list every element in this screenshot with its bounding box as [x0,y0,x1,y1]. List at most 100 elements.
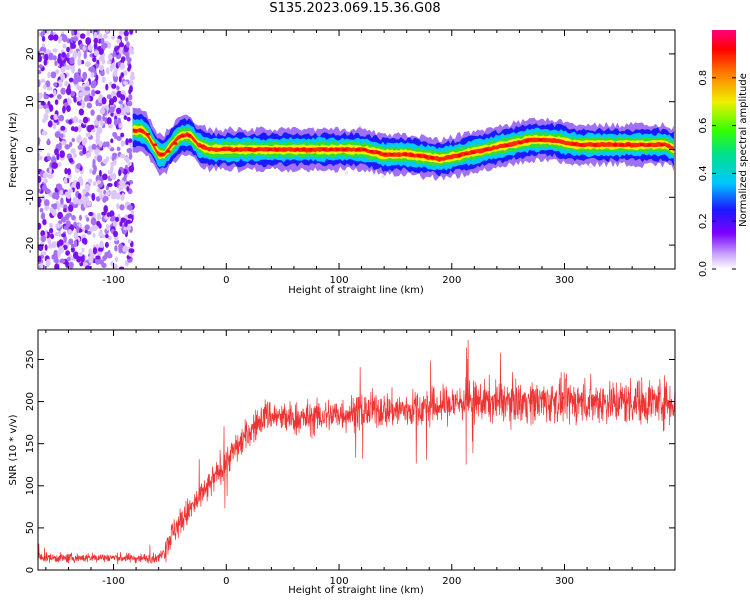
ridge-core [518,141,523,144]
noise-speck [59,150,65,159]
noise-speck [42,219,47,226]
noise-speck [63,177,68,185]
noise-speck [86,217,90,222]
snr-x-tick-label: -100 [102,576,125,587]
noise-speck [122,107,127,114]
noise-speck [104,241,109,248]
snr-content [38,339,675,565]
noise-speck [73,240,78,248]
noise-speck [64,144,71,150]
ridge-band [132,118,674,171]
noise-speck [92,181,97,187]
noise-speck [62,105,66,114]
noise-speck [122,80,128,86]
noise-speck [116,107,122,115]
noise-speck [58,229,62,238]
noise-speck [38,96,41,103]
noise-speck [119,46,123,54]
noise-speck [119,204,125,211]
noise-speck [102,115,106,122]
noise-speck [53,82,58,87]
noise-speck [72,202,79,209]
noise-speck [68,119,73,125]
noise-speck [98,140,103,147]
noise-speck [40,101,46,106]
ridge-core [301,148,306,151]
noise-speck [38,64,43,69]
noise-speck [65,250,70,256]
snr-x-tick-label: 0 [223,576,229,587]
noise-speck [110,161,115,167]
noise-speck [87,44,93,51]
spectrogram-y-tick-label: -10 [25,189,36,205]
spectrogram-x-tick-label: 0 [223,275,229,286]
noise-speck [127,161,132,167]
noise-speck [58,162,62,167]
noise-speck [60,140,67,146]
noise-speck [113,75,118,83]
noise-speck [118,243,124,250]
noise-speck [69,141,73,147]
noise-speck [128,88,132,95]
noise-speck [43,178,48,184]
noise-speck [73,251,79,259]
noise-speck [123,70,128,76]
noise-speck [49,228,54,234]
noise-speck [110,138,114,144]
noise-speck [86,30,91,37]
noise-speck [68,261,74,269]
noise-speck [84,96,88,102]
noise-speck [130,71,135,78]
noise-speck [123,115,128,120]
ridge-halo [381,175,385,178]
noise-speck [127,100,133,107]
noise-speck [58,114,65,122]
ridge-core [464,152,469,156]
noise-speck [44,199,50,207]
noise-speck [89,168,93,174]
noise-speck [98,230,103,237]
noise-speck [57,249,61,258]
noise-speck [110,190,115,196]
colorbar-tick-label: 0.2 [698,213,709,229]
noise-speck [120,196,125,201]
noise-speck [42,184,47,192]
noise-speck [81,247,85,253]
noise-speck [96,220,101,227]
noise-speck [99,94,103,99]
ridge-core [227,148,232,151]
noise-speck [66,97,71,103]
noise-speck [71,65,75,74]
noise-speck [68,157,74,163]
noise-speck [48,34,54,41]
noise-speck [99,191,103,200]
noise-speck [97,247,104,252]
ridge-core [362,148,367,151]
noise-speck [99,240,104,249]
noise-speck [127,239,132,244]
figure-title: S135.2023.069.15.36.G08 [269,1,441,16]
noise-speck [80,198,85,204]
noise-speck [118,100,123,105]
ridge-core [220,148,225,151]
noise-speck [86,151,92,158]
spectrogram-y-tick-label: 20 [25,48,36,61]
colorbar-gradient [712,30,736,269]
noise-speck [93,50,100,57]
noise-speck [73,50,78,57]
noise-speck [114,245,118,252]
noise-speck [53,89,57,97]
noise-speck [47,138,50,145]
noise-speck [116,85,120,91]
noise-speck [42,194,46,202]
noise-speck [60,66,66,73]
spectrogram-x-tick-label: 200 [442,275,461,286]
ridge-core [592,143,597,146]
snr-panel: -100 0 100 200 300 0 50 100 150 200 250 Height of … [8,329,676,596]
snr-y-axis-label: SNR (10 * v/v) [8,414,19,485]
noise-speck [70,126,75,132]
noise-speck [47,120,53,128]
ridge-core [159,153,164,156]
noise-speck [47,173,54,179]
